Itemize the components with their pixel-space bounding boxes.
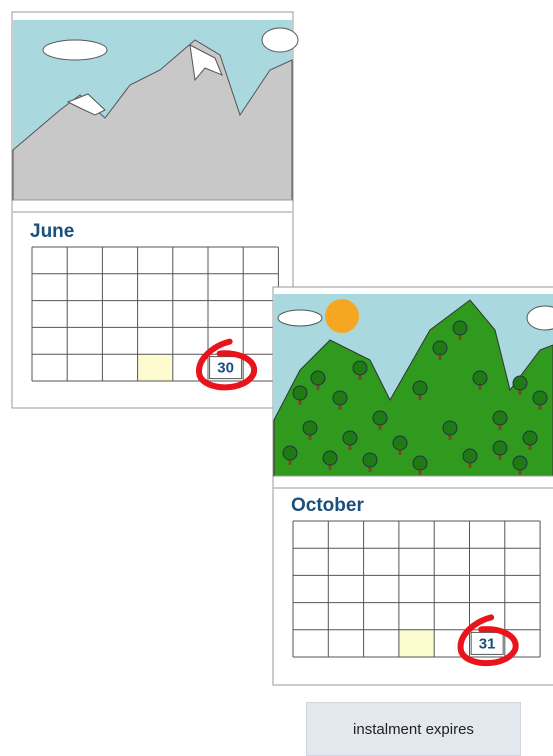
cloud <box>43 40 107 60</box>
day-number: 30 <box>217 360 234 377</box>
tree-crown <box>493 441 507 455</box>
tree-crown <box>493 411 507 425</box>
tree-crown <box>303 421 317 435</box>
tree-crown <box>343 431 357 445</box>
highlight-cell <box>138 354 173 381</box>
tree-crown <box>433 341 447 355</box>
page: June 30 October 31 instalment expires <box>0 0 553 756</box>
tree-crown <box>393 436 407 450</box>
month-label: October <box>291 495 364 516</box>
tree-crown <box>533 391 547 405</box>
june-calendar: June 30 <box>12 12 298 408</box>
tree-crown <box>413 381 427 395</box>
tree-crown <box>523 431 537 445</box>
caption-box: instalment expires <box>306 702 521 756</box>
tree-crown <box>363 453 377 467</box>
day-number: 31 <box>479 635 496 652</box>
tree-crown <box>333 391 347 405</box>
tree-crown <box>373 411 387 425</box>
tree-crown <box>283 446 297 460</box>
highlight-cell <box>399 630 434 657</box>
tree-crown <box>353 361 367 375</box>
month-label: June <box>30 221 74 242</box>
cloud <box>278 310 322 326</box>
tree-crown <box>311 371 325 385</box>
tree-crown <box>473 371 487 385</box>
tree-crown <box>513 376 527 390</box>
tree-crown <box>463 449 477 463</box>
tree-crown <box>453 321 467 335</box>
tree-crown <box>513 456 527 470</box>
october-calendar: October 31 <box>273 287 553 685</box>
tree-crown <box>323 451 337 465</box>
tree-crown <box>443 421 457 435</box>
illustration: June 30 October 31 <box>0 0 553 700</box>
tree-crown <box>293 386 307 400</box>
cloud <box>262 28 298 52</box>
sun <box>325 299 359 333</box>
tree-crown <box>413 456 427 470</box>
